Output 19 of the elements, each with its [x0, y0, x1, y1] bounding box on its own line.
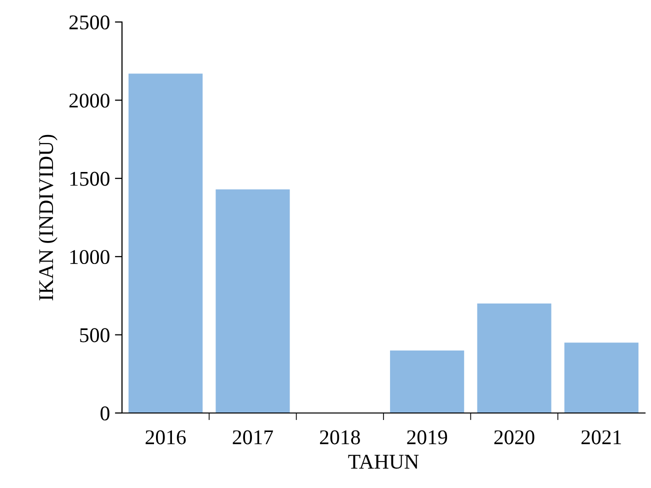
x-tick-label: 2017 — [232, 430, 273, 444]
bar — [128, 74, 203, 413]
x-tick-label: 2018 — [320, 430, 360, 444]
bar — [477, 304, 552, 413]
bar — [390, 350, 464, 413]
x-tick-label: 2021 — [582, 430, 621, 444]
y-tick-label: 500 — [80, 328, 110, 342]
y-tick-label: 2500 — [69, 15, 110, 30]
y-tick-label: 0 — [100, 406, 110, 420]
y-tick-label: 2000 — [69, 94, 110, 108]
y-tick-label: 1000 — [70, 250, 110, 264]
x-tick-label: 2019 — [407, 430, 448, 444]
y-axis-title: IKAN (INDIVIDU) — [38, 134, 58, 300]
x-axis-title: TAHUN — [348, 454, 419, 469]
x-tick-label: 2016 — [146, 430, 186, 444]
bar — [216, 189, 290, 413]
y-tick-label: 1500 — [70, 172, 110, 186]
x-tick-label: 2020 — [494, 430, 534, 444]
bar — [564, 342, 638, 413]
